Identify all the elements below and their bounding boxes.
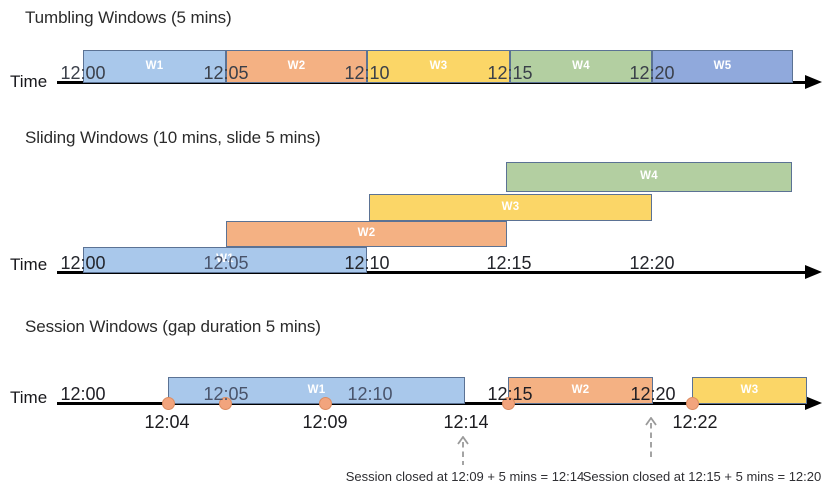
session-windows-title: Session Windows (gap duration 5 mins): [25, 317, 321, 336]
time-axis-arrowhead-icon: [805, 396, 822, 410]
session-close-arrow-icon: [456, 435, 470, 466]
event-time-label: 12:22: [672, 412, 718, 432]
session-close-annotation: Session closed at 12:09 + 5 mins = 12:14: [345, 469, 585, 484]
time-axis-label-sliding: Time: [10, 255, 48, 274]
sliding-windows-title: Sliding Windows (10 mins, slide 5 mins): [25, 128, 321, 147]
time-axis-arrowhead-icon: [805, 265, 822, 279]
time-tick-label: 12:10: [344, 253, 390, 273]
window-label: W3: [740, 383, 759, 396]
time-tick-label: 12:05: [203, 63, 249, 83]
window-box-w3: W3: [692, 377, 807, 404]
session-close-annotation: Session closed at 12:15 + 5 mins = 12:20: [582, 469, 822, 484]
time-axis-label-session: Time: [10, 388, 48, 407]
event-dot: [318, 396, 332, 410]
window-label: W3: [429, 59, 448, 72]
time-tick-label: 12:05: [203, 384, 249, 404]
time-axis-arrowhead-icon: [805, 75, 822, 89]
window-box-w3: W3: [369, 194, 652, 221]
window-box-w2: W2: [508, 377, 653, 404]
window-box-w4: W4: [510, 50, 652, 83]
time-tick-label: 12:20: [630, 384, 676, 404]
event-dot: [501, 396, 515, 410]
time-axis-line-sliding: [57, 271, 807, 274]
window-label: W2: [571, 383, 590, 396]
time-tick-label: 12:10: [344, 63, 390, 83]
event-dot: [218, 396, 232, 410]
time-tick-label: 12:20: [629, 63, 675, 83]
window-box-w1: W1: [168, 377, 465, 404]
window-box-w3: W3: [367, 50, 510, 83]
window-label: W4: [640, 170, 658, 183]
window-label: W2: [357, 227, 376, 240]
time-tick-label: 12:20: [629, 253, 675, 273]
event-time-label: 12:04: [144, 412, 190, 432]
window-box-w5: W5: [652, 50, 793, 83]
window-box-w2: W2: [226, 50, 367, 83]
time-tick-label: 12:15: [487, 63, 533, 83]
time-tick-label: 12:10: [347, 384, 393, 404]
window-box-w1: W1: [83, 50, 226, 83]
time-tick-label: 12:15: [487, 384, 533, 404]
window-label: W1: [216, 253, 234, 266]
window-label: W1: [307, 383, 326, 396]
time-tick-label: 12:00: [60, 253, 106, 273]
window-box-w4: W4: [506, 162, 792, 192]
event-dot: [161, 396, 175, 410]
window-box-w1: W1: [83, 247, 367, 273]
time-axis-label-tumbling: Time: [10, 72, 48, 91]
time-tick-label: 12:00: [60, 63, 106, 83]
tumbling-windows-title: Tumbling Windows (5 mins): [25, 8, 232, 27]
event-time-label: 12:09: [302, 412, 348, 432]
time-tick-label: 12:15: [486, 253, 532, 273]
event-time-label: 12:14: [443, 412, 489, 432]
time-tick-label: 12:00: [60, 384, 106, 404]
window-label: W3: [501, 200, 520, 213]
window-label: W5: [713, 59, 732, 72]
window-label: W1: [145, 59, 164, 72]
window-label: W2: [287, 59, 306, 72]
window-label: W4: [572, 59, 590, 72]
event-dot: [685, 396, 699, 410]
session-close-arrow-icon: [644, 416, 658, 462]
window-box-w2: W2: [226, 221, 507, 247]
time-tick-label: 12:05: [203, 253, 249, 273]
